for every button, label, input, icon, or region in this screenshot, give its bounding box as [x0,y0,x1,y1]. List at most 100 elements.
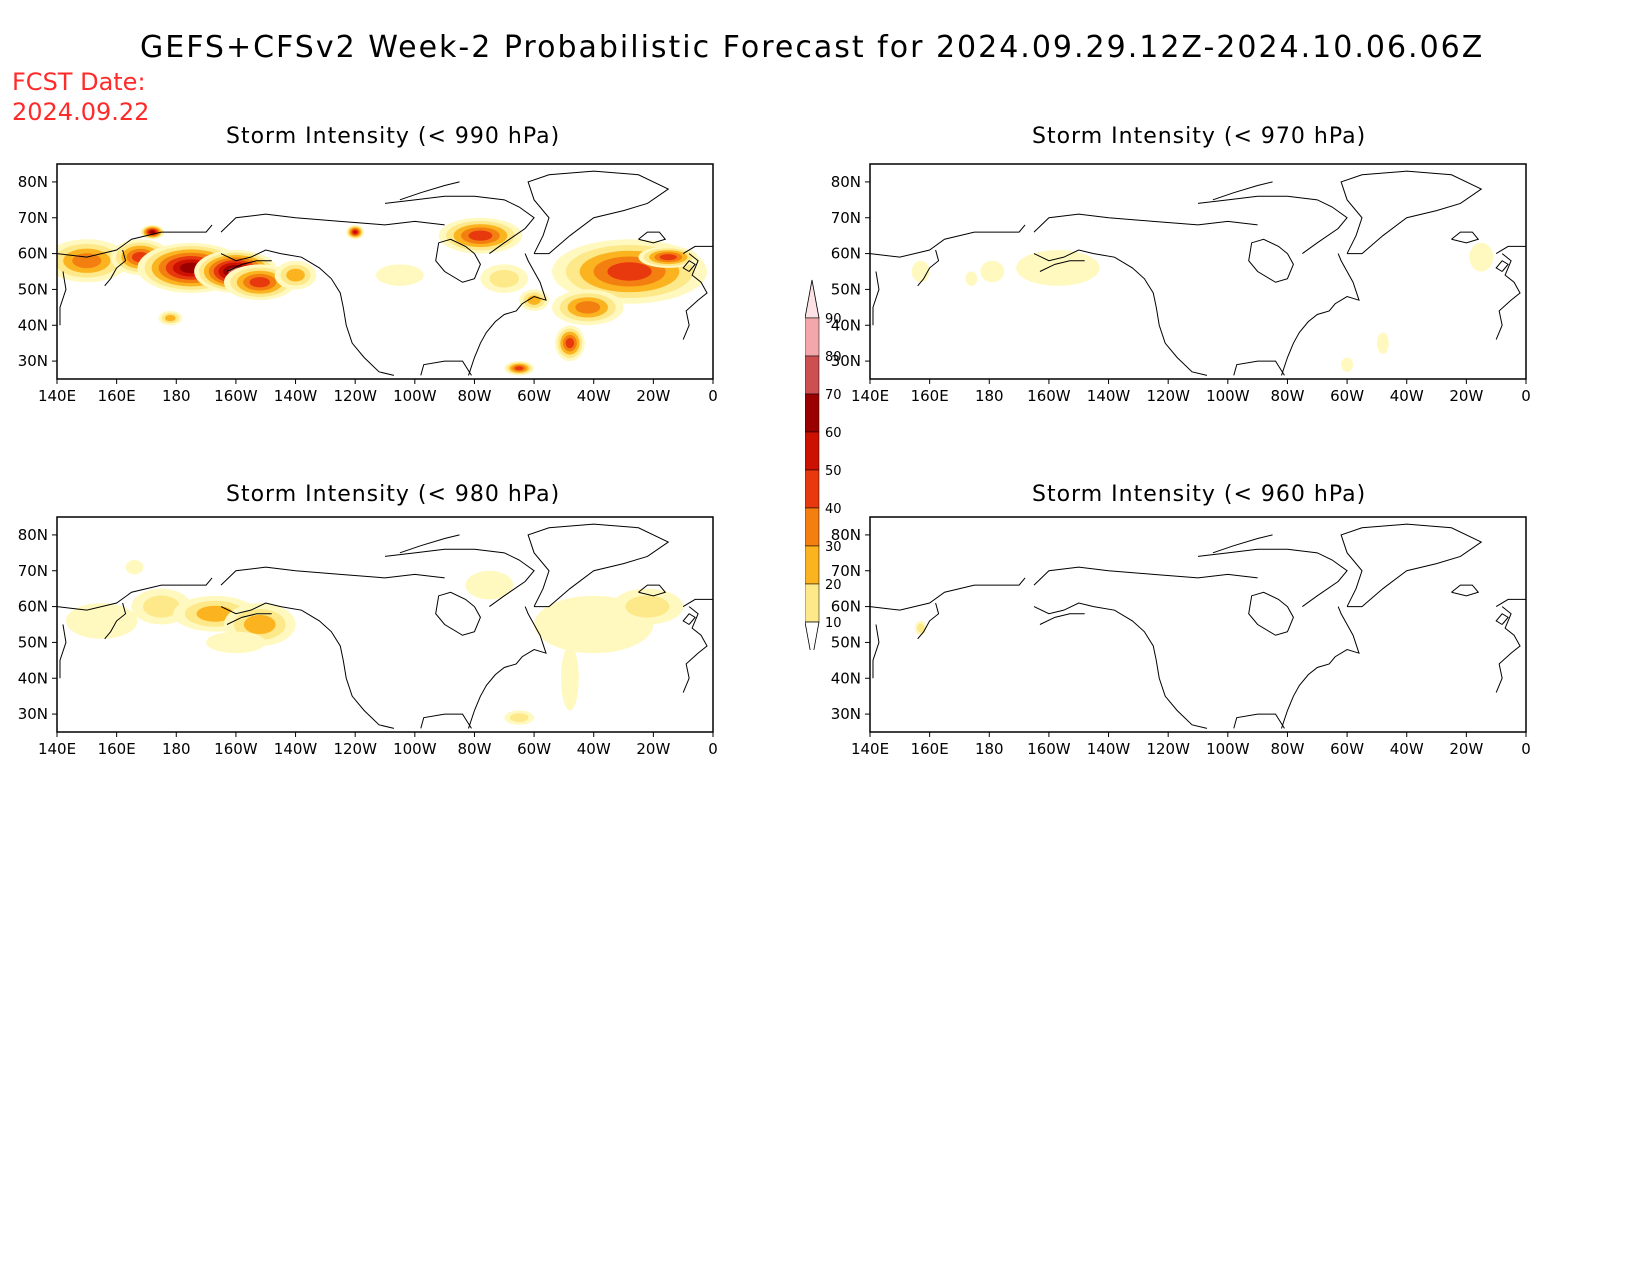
coastline [1233,360,1285,376]
lon-tick-label: 160E [98,740,136,758]
colorbar-top-arrow [805,279,820,319]
probability-field [65,560,684,725]
probability-blob [565,338,575,349]
coastline [682,260,696,272]
probability-blob [575,301,601,314]
probability-blob [980,260,1005,283]
coastline [1248,238,1294,283]
coastline [1039,613,1085,625]
coastline [1495,606,1521,693]
map-background [870,517,1526,732]
lon-tick-label: 140W [1087,740,1131,758]
map-panel-970: 80N 70N 60N 50N 40N 30N 140E 160E 180 160W 140W 120… [831,163,1531,405]
coastline [435,238,481,283]
lon-tick-label: 120W [333,387,377,405]
colorbar-label: 20 [825,578,842,593]
coastline [1033,213,1258,233]
coastline [399,181,460,201]
lon-tick-label: 160W [214,387,258,405]
colorbar-segment [805,355,820,395]
coastline [104,249,127,287]
colorbar-segment [805,317,820,357]
lat-tick-label: 30N [831,352,861,370]
probability-blob [489,269,519,288]
coastline [220,566,445,586]
coastline [527,170,670,255]
coastline [1233,713,1285,729]
lon-tick-label: 160E [911,740,949,758]
coastline [638,584,667,597]
lat-tick-label: 50N [831,280,861,298]
coastline [59,271,67,326]
probability-blob [165,314,176,322]
probability-blob [560,646,579,711]
lon-tick-label: 40W [577,387,611,405]
lon-tick-label: 100W [1206,387,1250,405]
coastline [870,577,1026,611]
colorbar-bottom-arrow [805,621,820,650]
probability-blob [249,277,270,288]
colorbar-segment [805,507,820,547]
lat-tick-label: 40N [831,669,861,687]
coastlines [57,523,713,729]
map-panel-960: 80N 70N 60N 50N 40N 30N 140E 160E 180 160W 140W 120… [831,516,1531,758]
lon-tick-label: 160W [214,740,258,758]
coastline [872,624,880,679]
map-panel-980: 80N 70N 60N 50N 40N 30N 140E 160E 180 160W 140W 120… [18,516,718,758]
coastline [468,606,547,729]
probability-field [914,620,927,636]
lat-tick-label: 80N [831,173,861,191]
map-panel-990: 80N 70N 60N 50N 40N 30N 140E 160E 180 160W 140W 120… [18,163,718,405]
probability-blob [1469,242,1494,272]
coastline [527,523,670,608]
coastline [1197,195,1348,254]
lat-tick-label: 50N [18,633,48,651]
coastline [1039,260,1085,272]
coastline [682,253,708,340]
probability-blob [911,260,930,283]
forecast-date-value: 2024.09.22 [12,98,150,126]
coastline [917,602,940,640]
panel-title-960: Storm Intensity (< 960 hPa) [1032,482,1367,507]
lat-tick-label: 30N [18,705,48,723]
lon-tick-label: 180 [975,740,1004,758]
lat-tick-label: 30N [18,352,48,370]
lon-tick-label: 0 [1521,740,1531,758]
colorbar-segment [805,431,820,471]
probability-blob [143,595,180,618]
colorbar-segment [805,469,820,509]
lon-tick-label: 140W [274,740,318,758]
colorbar-label: 40 [825,502,842,517]
lon-tick-label: 160W [1027,740,1071,758]
probability-blob [1376,332,1389,354]
lon-tick-label: 140E [38,740,76,758]
lat-tick-label: 30N [831,705,861,723]
coastlines [870,523,1526,729]
probability-blob [510,713,529,723]
lon-tick-label: 80W [1270,387,1304,405]
lon-tick-label: 60W [1330,387,1364,405]
lon-tick-label: 20W [1449,740,1483,758]
panel-title-980: Storm Intensity (< 980 hPa) [226,482,561,507]
coastline [1212,181,1273,201]
probability-blob [1341,357,1354,372]
probability-blob [243,614,276,635]
coastline [226,260,272,272]
lon-tick-label: 0 [708,740,718,758]
coastline [468,253,547,376]
forecast-date-label: FCST Date: [12,68,146,96]
coastlines [870,170,1526,376]
coastline [57,577,213,611]
coastline [420,360,472,376]
coastline [1197,548,1348,607]
lon-tick-label: 20W [636,387,670,405]
coastline [1033,566,1258,586]
map-frame [869,516,1527,733]
probability-blob [376,264,424,286]
probability-blob [286,268,305,282]
probability-blob [468,230,493,241]
coastline [1495,613,1509,625]
lat-tick-label: 60N [831,245,861,263]
colorbar-segment [805,393,820,433]
lon-tick-label: 20W [636,740,670,758]
